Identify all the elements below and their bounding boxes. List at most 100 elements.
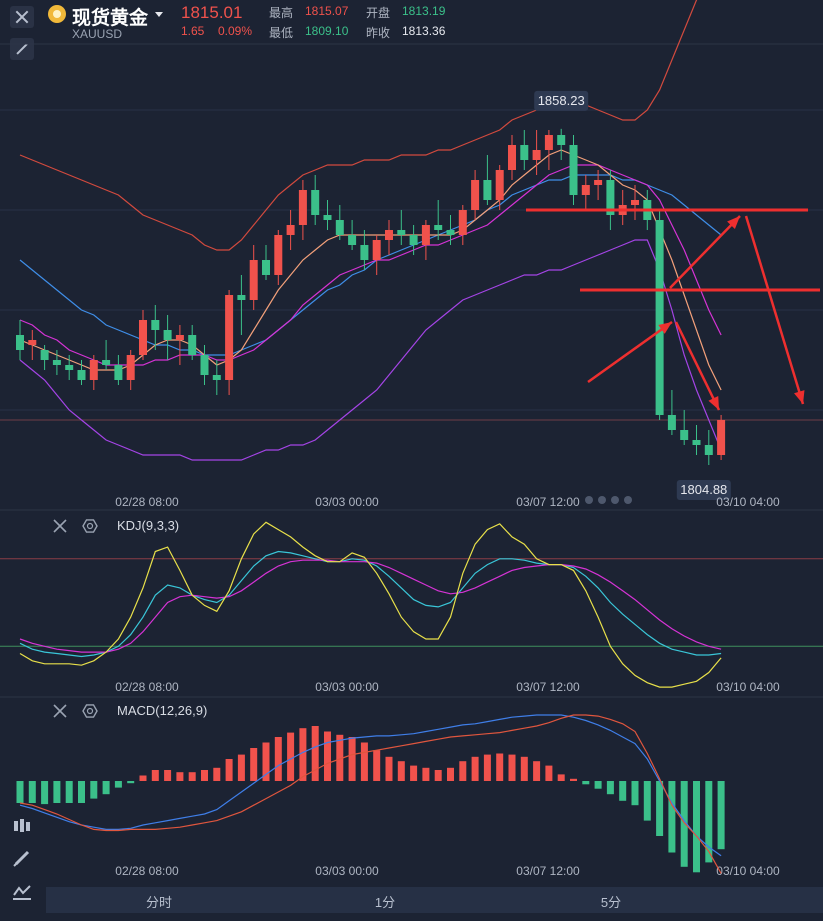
kdj-close-icon-b [53,519,67,533]
candle-body [569,145,578,195]
candle-body [249,260,258,300]
candle-body [323,215,332,220]
candle-body [126,355,135,380]
gold-coin-icon [48,5,66,23]
candle-body [631,200,639,205]
macd-histogram-bar [619,781,627,801]
macd-histogram-bar [299,728,307,781]
candle-body [360,245,369,260]
macd-histogram-bar [483,754,491,781]
macd-dea-line [19,714,722,874]
pager-dot [598,496,606,504]
instrument-name[interactable]: 现货黄金 [72,8,149,29]
trend-arrow [674,321,721,411]
macd-histogram-bar [164,770,172,781]
pager-dot [624,496,632,504]
trend-arrow [744,215,805,405]
kdj-close-icon[interactable] [53,519,67,533]
candle-body [52,360,61,365]
candle-body [495,170,504,200]
kdj-settings-icon[interactable] [82,519,98,533]
pager-dot [585,496,593,504]
macd-histogram-bar [28,781,36,803]
chevron-down-icon[interactable] [155,12,163,17]
macd-histogram-bar [274,737,282,781]
arrow-head [727,216,740,230]
tab-timeshare[interactable]: 分时 [145,895,173,910]
candle-body [311,190,320,215]
candle-body [594,180,603,185]
bollinger-upper-line [19,0,698,251]
macd-indicator-label: MACD(12,26,9) [117,703,207,718]
candle-body [692,440,701,445]
candle-body [483,180,492,200]
macd-histogram-bar [471,756,479,781]
ma-slow-line [19,164,722,366]
pager-dot [611,496,619,504]
pencil-draw-icon[interactable] [10,847,34,869]
candle-body [606,180,615,215]
candle-body [151,320,160,330]
macd-histogram-bar [213,767,221,781]
macd-x-tick-label: 03/03 00:00 [315,864,379,878]
macd-histogram-bar [360,742,368,781]
max-price-label: 1858.23 [534,90,589,111]
macd-histogram-bar [41,781,49,805]
kdj-x-tick-label: 03/03 00:00 [315,680,379,694]
macd-histogram-bar [557,774,565,781]
candle-body [286,225,295,235]
candle-body [717,420,726,455]
tab-1min[interactable]: 1分 [374,895,396,910]
candle-body [16,335,24,350]
indicator-line-icon[interactable] [10,880,34,902]
macd-histogram-bar [201,770,208,781]
low-value: 1809.10 [305,24,349,38]
macd-close-icon[interactable] [53,704,67,718]
candle-body [348,235,357,245]
candle-body [163,330,172,340]
candle-body [372,240,381,260]
close-icon[interactable] [10,6,34,28]
macd-histogram-bar [606,781,614,795]
candle-body [557,135,566,145]
candlestick-tool-icon[interactable] [10,815,34,837]
main-x-tick-label: 02/28 08:00 [115,495,179,509]
ma-fast-line [19,149,722,391]
macd-histogram-bar [237,754,245,781]
macd-settings-icon[interactable] [82,704,98,718]
candle-body [655,220,664,415]
kdj-x-tick-label: 02/28 08:00 [115,680,179,694]
tab-5min[interactable]: 5分 [600,895,622,910]
timeframe-tabs: 分时 1分 5分 [46,887,823,913]
price-change: 1.65 [181,24,205,38]
max-price-label-text: 1858.23 [538,93,585,108]
macd-histogram-bar [139,775,147,781]
candle-body [139,320,147,355]
macd-histogram-bar [324,731,331,781]
macd-histogram-bar [594,781,602,789]
kdj-d-line [19,559,722,653]
macd-histogram-bar [693,781,700,873]
macd-histogram-bar [508,754,516,781]
candle-body [397,230,406,235]
macd-x-tick-label: 03/07 12:00 [516,864,580,878]
instrument-symbol: XAUUSD [72,27,123,41]
macd-histogram-bar [385,756,393,781]
kdj-x-tick-label: 03/10 04:00 [716,680,780,694]
macd-histogram-bar [114,781,122,788]
macd-histogram-bar [188,772,196,781]
candle-body [28,340,37,345]
low-label: 最低 [269,26,294,40]
arrow-head [658,322,672,334]
main-x-tick-label: 03/03 00:00 [315,495,379,509]
kdj-x-tick-label: 03/07 12:00 [516,680,580,694]
macd-settings-icon-hub [86,707,94,715]
candle-body [409,235,418,245]
macd-histogram-bar [176,772,184,781]
candle-body [581,185,590,195]
macd-histogram-bar [545,765,553,781]
macd-dif-line [19,714,722,857]
macd-histogram-bar [262,742,270,781]
macd-histogram-bar [397,761,405,781]
